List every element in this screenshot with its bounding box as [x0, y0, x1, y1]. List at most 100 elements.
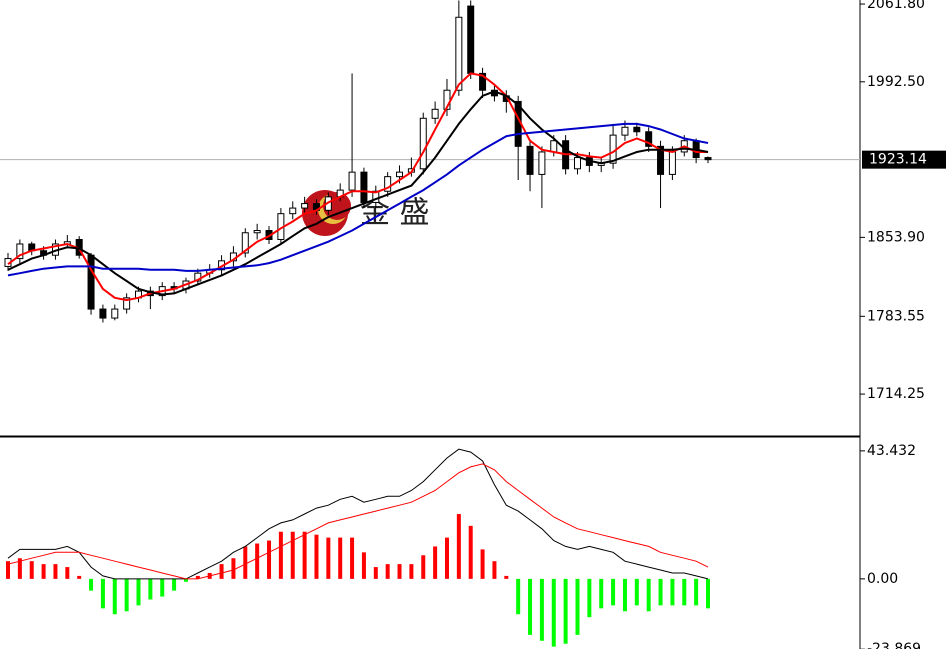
histogram-bar [373, 567, 378, 579]
histogram-bar [278, 531, 283, 579]
y-tick-label: -23.869 [867, 641, 921, 649]
histogram-bar [694, 578, 699, 606]
histogram-bar [504, 575, 509, 579]
histogram-bar [622, 578, 627, 612]
y-tick-label: 1992.50 [867, 74, 925, 90]
histogram-bar [350, 537, 355, 579]
histogram-bar [77, 575, 82, 579]
candle-body [657, 145, 665, 175]
candle-body [396, 171, 404, 178]
histogram-bar [670, 578, 675, 606]
histogram-bar [385, 564, 390, 579]
histogram-bar [53, 564, 58, 579]
histogram-bar [41, 564, 46, 579]
y-tick-label: 1853.90 [867, 229, 925, 245]
histogram-bar [551, 578, 556, 647]
histogram-bar [528, 578, 533, 635]
y-tick-label: 1783.55 [867, 308, 925, 324]
histogram-bar [409, 564, 414, 579]
histogram-bar [148, 578, 153, 600]
histogram-bar [468, 525, 473, 579]
histogram-bar [361, 552, 366, 579]
candle-body [16, 243, 24, 260]
candle-body [467, 5, 475, 74]
histogram-bar [444, 537, 449, 579]
histogram-bar [575, 578, 580, 635]
histogram-bar [338, 537, 343, 579]
candle-body [609, 134, 617, 164]
histogram-bar [706, 578, 710, 609]
candle-body [289, 207, 297, 215]
histogram-bar [421, 555, 426, 579]
last-price-label: 1923.14 [869, 152, 927, 168]
candle-body [301, 203, 309, 209]
histogram-bar [658, 578, 663, 606]
histogram-bar [243, 546, 248, 579]
histogram-bar [160, 578, 165, 597]
histogram-bar [183, 578, 188, 582]
histogram-bar [255, 543, 260, 579]
histogram-bar [456, 514, 461, 579]
candle-body [431, 108, 439, 119]
candle-body [668, 151, 676, 175]
indicator-line [7, 72, 708, 302]
y-tick-label: 0.00 [867, 571, 898, 587]
indicator-line [7, 122, 709, 277]
candle-body [645, 131, 653, 147]
histogram-bar [89, 578, 94, 591]
candle-body [241, 232, 249, 254]
histogram-bar [682, 578, 687, 606]
candle-body [538, 151, 546, 175]
candle-body [360, 171, 368, 203]
indicator-line [7, 448, 709, 580]
histogram-bar [563, 578, 568, 644]
histogram-bar [634, 578, 639, 606]
histogram-bar [17, 558, 22, 579]
indicator-line [7, 90, 709, 296]
histogram-bar [136, 578, 141, 606]
candle-body [573, 157, 581, 170]
indicator-line [7, 463, 709, 580]
histogram-bar [314, 534, 319, 579]
histogram-bar [539, 578, 544, 641]
histogram-bar [195, 575, 200, 579]
histogram-bar [112, 578, 117, 615]
candle-body [99, 308, 107, 319]
candle-body [550, 140, 558, 153]
histogram-bar [587, 578, 592, 618]
histogram-bar [219, 564, 224, 579]
candle-body [621, 126, 629, 136]
histogram-bar [599, 578, 604, 609]
candle-body [87, 254, 95, 310]
histogram-bar [172, 578, 177, 591]
histogram-bar [433, 546, 438, 579]
histogram-bar [267, 540, 272, 579]
candle-body [111, 308, 119, 319]
histogram-bar [29, 561, 34, 579]
last-price-box [862, 150, 946, 169]
histogram-bar [326, 537, 331, 579]
candle-body [372, 190, 380, 203]
candle-body [384, 176, 392, 192]
histogram-bar [65, 567, 70, 579]
histogram-bar [124, 578, 129, 612]
candle-body [123, 297, 131, 310]
histogram-bar [516, 578, 521, 615]
histogram-bar [397, 564, 402, 579]
candle-body [348, 171, 356, 191]
candle-body [253, 230, 261, 234]
candle-body [479, 72, 487, 91]
candle-body [526, 145, 534, 175]
histogram-bar [290, 531, 295, 579]
histogram-bar [492, 561, 497, 579]
histogram-bar [302, 531, 307, 579]
histogram-bar [100, 578, 105, 609]
histogram-bar [611, 578, 616, 606]
candle-body [704, 157, 712, 161]
histogram-bar [480, 549, 485, 579]
histogram-bar [6, 561, 10, 579]
histogram-bar [646, 578, 651, 612]
candle-body [419, 117, 427, 170]
candle-body [455, 16, 463, 91]
